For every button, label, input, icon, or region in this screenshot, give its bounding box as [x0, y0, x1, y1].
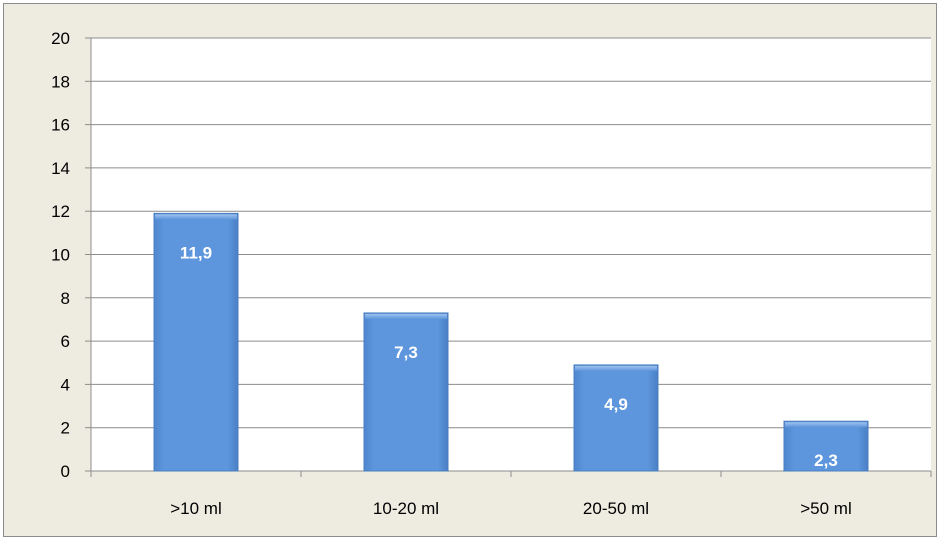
bar — [153, 212, 239, 472]
data-label: 7,3 — [394, 343, 418, 362]
chart-frame: 0 2 4 6 8 10 12 14 16 18 20 11,9 >10 ml 7,3 10-20 ml 4,… — [3, 3, 937, 537]
y-tick-label: 8 — [61, 289, 70, 308]
bar — [573, 364, 659, 472]
y-tick-label: 6 — [61, 332, 70, 351]
y-tick-label: 20 — [51, 29, 70, 48]
x-tick-label: 10-20 ml — [373, 499, 439, 518]
bar — [783, 420, 869, 472]
y-tick-label: 12 — [51, 202, 70, 221]
x-tick-label: >10 ml — [170, 499, 222, 518]
y-tick-label: 10 — [51, 246, 70, 265]
y-tick-label: 14 — [51, 159, 70, 178]
x-tick-label: >50 ml — [800, 499, 852, 518]
x-tick-label: 20-50 ml — [583, 499, 649, 518]
bar-chart: 0 2 4 6 8 10 12 14 16 18 20 11,9 >10 ml 7,3 10-20 ml 4,… — [51, 29, 932, 518]
bar — [363, 312, 449, 472]
labels: 0 2 4 6 8 10 12 14 16 18 20 11,9 >10 ml 7,3 10-20 ml 4,… — [51, 29, 852, 518]
data-label: 2,3 — [814, 451, 838, 470]
bar-highlight — [785, 422, 867, 428]
bar-highlight — [575, 365, 657, 371]
y-tick-label: 4 — [61, 375, 70, 394]
data-label: 11,9 — [180, 243, 212, 262]
y-tick-label: 2 — [61, 419, 70, 438]
bar-highlight — [155, 214, 237, 220]
y-tick-label: 16 — [51, 116, 70, 135]
bars — [153, 212, 869, 472]
y-tick-label: 18 — [51, 72, 70, 91]
y-tick-label: 0 — [61, 462, 70, 481]
data-label: 4,9 — [604, 395, 628, 414]
bar-highlight — [365, 313, 447, 319]
